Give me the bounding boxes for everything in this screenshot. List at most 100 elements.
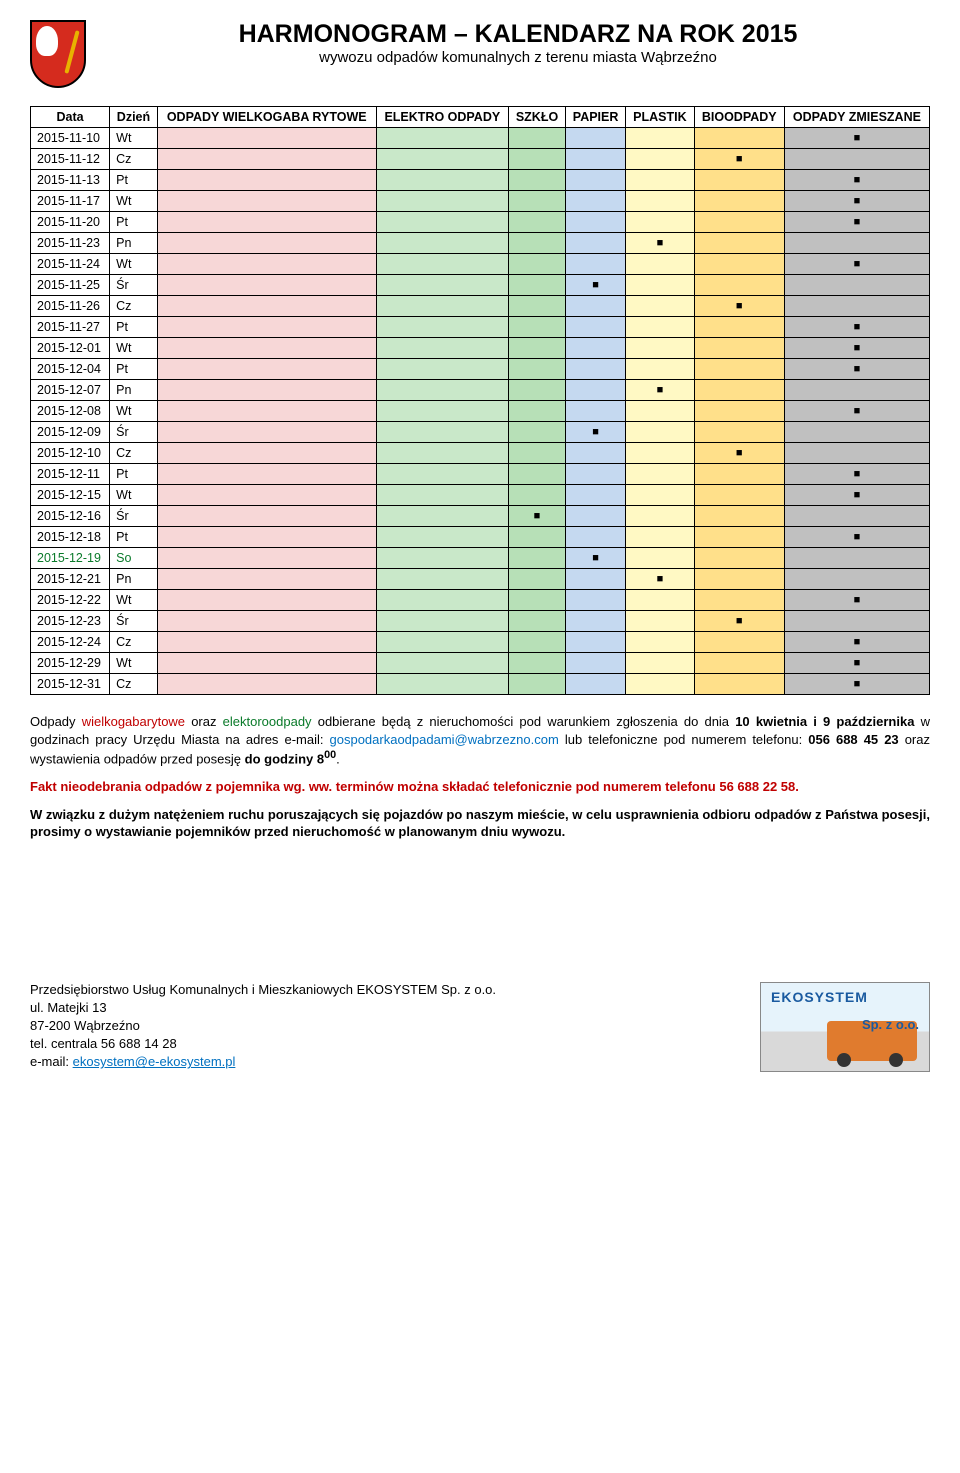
table-row: 2015-12-22Wt ■ bbox=[31, 590, 930, 611]
cell-day: Wt bbox=[110, 653, 158, 674]
table-row: 2015-11-25Śr■ bbox=[31, 275, 930, 296]
cell-date: 2015-12-11 bbox=[31, 464, 110, 485]
cell-wielkogaba bbox=[157, 506, 376, 527]
text-elektroodpady: elektoroodpady bbox=[223, 714, 312, 729]
cell-plastik: ■ bbox=[626, 569, 694, 590]
cell-papier bbox=[565, 590, 625, 611]
cell-wielkogaba bbox=[157, 359, 376, 380]
cell-elektro bbox=[376, 590, 508, 611]
table-row: 2015-11-13Pt■ bbox=[31, 170, 930, 191]
cell-zmieszane bbox=[784, 548, 929, 569]
cell-szklo bbox=[509, 569, 566, 590]
cell-day: Wt bbox=[110, 590, 158, 611]
cell-plastik bbox=[626, 464, 694, 485]
cell-szklo bbox=[509, 443, 566, 464]
cell-szklo bbox=[509, 128, 566, 149]
cell-wielkogaba bbox=[157, 212, 376, 233]
cell-date: 2015-12-01 bbox=[31, 338, 110, 359]
cell-date: 2015-12-10 bbox=[31, 443, 110, 464]
cell-szklo bbox=[509, 653, 566, 674]
table-row: 2015-12-04Pt■ bbox=[31, 359, 930, 380]
cell-elektro bbox=[376, 170, 508, 191]
cell-date: 2015-11-10 bbox=[31, 128, 110, 149]
table-row: 2015-12-18Pt■ bbox=[31, 527, 930, 548]
cell-papier bbox=[565, 170, 625, 191]
cell-szklo bbox=[509, 191, 566, 212]
cell-elektro bbox=[376, 548, 508, 569]
note-paragraph-3: W związku z dużym natężeniem ruchu porus… bbox=[30, 806, 930, 841]
cell-zmieszane: ■ bbox=[784, 653, 929, 674]
page-header: HARMONOGRAM – KALENDARZ NA ROK 2015 wywo… bbox=[30, 20, 930, 88]
cell-wielkogaba bbox=[157, 275, 376, 296]
cell-wielkogaba bbox=[157, 632, 376, 653]
cell-elektro bbox=[376, 380, 508, 401]
cell-zmieszane bbox=[784, 149, 929, 170]
cell-papier bbox=[565, 191, 625, 212]
cell-bioodpady bbox=[694, 128, 784, 149]
cell-zmieszane bbox=[784, 380, 929, 401]
th-data: Data bbox=[31, 107, 110, 128]
cell-szklo bbox=[509, 485, 566, 506]
cell-bioodpady bbox=[694, 359, 784, 380]
page-subtitle: wywozu odpadów komunalnych z terenu mias… bbox=[106, 49, 930, 66]
cell-zmieszane: ■ bbox=[784, 590, 929, 611]
cell-szklo bbox=[509, 548, 566, 569]
table-row: 2015-12-01Wt■ bbox=[31, 338, 930, 359]
cell-date: 2015-12-29 bbox=[31, 653, 110, 674]
cell-date: 2015-12-19 bbox=[31, 548, 110, 569]
cell-papier bbox=[565, 128, 625, 149]
cell-plastik bbox=[626, 506, 694, 527]
table-row: 2015-11-27Pt■ bbox=[31, 317, 930, 338]
footer-email-link[interactable]: ekosystem@e-ekosystem.pl bbox=[73, 1054, 236, 1069]
cell-plastik bbox=[626, 653, 694, 674]
cell-day: Cz bbox=[110, 674, 158, 695]
table-body: 2015-11-10Wt■2015-11-12Cz■2015-11-13Pt■2… bbox=[31, 128, 930, 695]
cell-zmieszane: ■ bbox=[784, 527, 929, 548]
cell-plastik bbox=[626, 296, 694, 317]
cell-plastik bbox=[626, 128, 694, 149]
cell-elektro bbox=[376, 506, 508, 527]
cell-day: Pt bbox=[110, 527, 158, 548]
table-row: 2015-11-10Wt■ bbox=[31, 128, 930, 149]
cell-szklo bbox=[509, 212, 566, 233]
cell-bioodpady bbox=[694, 275, 784, 296]
cell-day: Cz bbox=[110, 296, 158, 317]
cell-elektro bbox=[376, 254, 508, 275]
footer: Przedsiębiorstwo Usług Komunalnych i Mie… bbox=[30, 981, 930, 1072]
cell-papier bbox=[565, 149, 625, 170]
cell-day: Pt bbox=[110, 212, 158, 233]
cell-wielkogaba bbox=[157, 380, 376, 401]
cell-szklo bbox=[509, 254, 566, 275]
cell-date: 2015-12-22 bbox=[31, 590, 110, 611]
cell-date: 2015-12-24 bbox=[31, 632, 110, 653]
cell-bioodpady bbox=[694, 464, 784, 485]
cell-elektro bbox=[376, 632, 508, 653]
cell-wielkogaba bbox=[157, 590, 376, 611]
cell-wielkogaba bbox=[157, 338, 376, 359]
table-row: 2015-12-15Wt■ bbox=[31, 485, 930, 506]
company-logo: EKOSYSTEM Sp. z o.o. bbox=[760, 982, 930, 1072]
cell-wielkogaba bbox=[157, 443, 376, 464]
cell-plastik bbox=[626, 149, 694, 170]
cell-bioodpady bbox=[694, 212, 784, 233]
cell-zmieszane bbox=[784, 506, 929, 527]
cell-day: Pn bbox=[110, 233, 158, 254]
cell-wielkogaba bbox=[157, 149, 376, 170]
cell-papier: ■ bbox=[565, 275, 625, 296]
cell-zmieszane bbox=[784, 569, 929, 590]
cell-day: Pn bbox=[110, 569, 158, 590]
cell-papier bbox=[565, 527, 625, 548]
crest-icon bbox=[30, 20, 86, 88]
cell-papier bbox=[565, 485, 625, 506]
note-paragraph-1: Odpady wielkogabarytowe oraz elektoroodp… bbox=[30, 713, 930, 768]
cell-zmieszane: ■ bbox=[784, 359, 929, 380]
table-row: 2015-12-21Pn■ bbox=[31, 569, 930, 590]
cell-wielkogaba bbox=[157, 611, 376, 632]
th-papier: PAPIER bbox=[565, 107, 625, 128]
cell-plastik bbox=[626, 590, 694, 611]
cell-wielkogaba bbox=[157, 674, 376, 695]
cell-date: 2015-12-09 bbox=[31, 422, 110, 443]
cell-wielkogaba bbox=[157, 128, 376, 149]
cell-plastik: ■ bbox=[626, 233, 694, 254]
cell-wielkogaba bbox=[157, 569, 376, 590]
